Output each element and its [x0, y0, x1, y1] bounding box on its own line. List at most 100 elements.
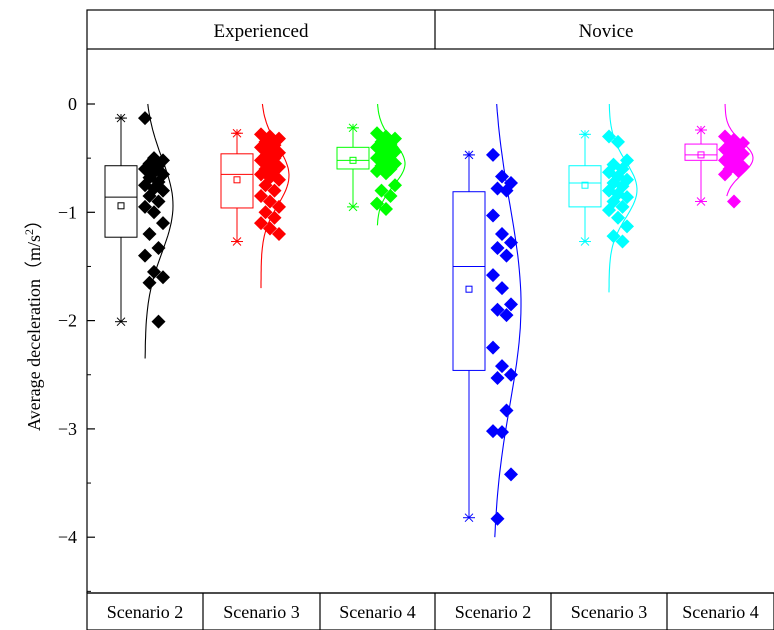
data-point	[142, 189, 157, 204]
iqr-box	[104, 165, 138, 238]
data-point	[620, 219, 634, 234]
density-curve	[376, 103, 406, 226]
data-point	[254, 189, 268, 204]
data-point	[142, 226, 157, 241]
data-point	[383, 189, 398, 204]
iqr-box	[452, 191, 486, 371]
data-point	[718, 167, 732, 182]
data-point	[156, 216, 170, 231]
series-experienced-scenario-3	[220, 103, 290, 289]
y-tick-label: −3	[58, 419, 77, 439]
data-point	[151, 314, 166, 329]
data-point	[499, 308, 514, 323]
series-novice-scenario-4	[684, 104, 754, 209]
data-point	[138, 111, 152, 126]
series-novice-scenario-2	[452, 103, 522, 538]
data-point	[727, 194, 741, 209]
data-point	[495, 359, 509, 374]
series-experienced-scenario-2	[104, 103, 174, 359]
density-curve	[144, 103, 174, 359]
density-curve	[260, 103, 290, 289]
min-marker	[580, 237, 590, 246]
category-label: Scenario 2	[455, 602, 531, 622]
data-point	[147, 264, 161, 279]
mean-marker	[697, 151, 705, 159]
data-point	[379, 166, 393, 181]
data-point	[258, 205, 273, 220]
data-point	[504, 235, 518, 250]
category-label: Scenario 4	[339, 602, 415, 622]
mean-marker	[233, 176, 241, 184]
data-point	[504, 297, 518, 312]
category-label: Scenario 4	[682, 602, 758, 622]
group-label-experienced: Experienced	[214, 21, 309, 42]
data-point	[499, 183, 514, 198]
min-marker	[348, 202, 358, 212]
data-point	[490, 241, 505, 256]
mean-marker	[349, 156, 357, 164]
data-point	[486, 268, 500, 283]
plot-area	[104, 103, 754, 538]
iqr-box	[336, 146, 370, 170]
density-curve	[724, 104, 754, 197]
data-point	[254, 216, 268, 231]
min-marker	[464, 513, 474, 523]
group-header-frame	[86, 9, 774, 50]
data-point	[156, 183, 170, 198]
y-tick-label: −1	[58, 202, 77, 222]
mean-marker	[465, 285, 473, 293]
data-point	[490, 511, 505, 526]
data-point	[486, 208, 500, 223]
data-point	[272, 172, 286, 187]
y-tick-label: 0	[68, 94, 77, 114]
group-header: Experienced Novice	[86, 9, 774, 50]
data-point	[151, 194, 166, 209]
data-point	[486, 340, 500, 355]
data-point	[379, 202, 393, 217]
iqr-box	[684, 143, 718, 161]
y-axis-title-superscript: 2	[22, 229, 36, 235]
data-point	[258, 178, 273, 193]
data-point	[486, 424, 500, 439]
data-point	[267, 210, 282, 225]
data-point	[490, 302, 505, 317]
group-label-novice: Novice	[579, 21, 634, 42]
category-label: Scenario 2	[107, 602, 183, 622]
data-point	[147, 205, 161, 220]
density-curve	[494, 103, 522, 538]
data-point	[495, 226, 509, 241]
y-axis-title-main: Average deceleration（m/s	[24, 235, 44, 431]
data-point	[272, 226, 286, 241]
data-point	[615, 234, 630, 249]
data-point	[267, 183, 282, 198]
data-point	[486, 147, 500, 162]
series-experienced-scenario-4	[336, 103, 406, 226]
data-point	[272, 199, 286, 214]
data-point	[504, 467, 518, 482]
data-point	[156, 270, 170, 285]
data-point	[374, 183, 389, 198]
data-point	[138, 248, 152, 263]
data-point	[263, 194, 277, 209]
data-point	[490, 370, 505, 385]
y-axis: 0 −1 −2 −3 −4	[58, 94, 95, 592]
data-point	[263, 221, 277, 236]
iqr-box	[568, 165, 602, 208]
data-point	[495, 281, 509, 296]
data-point	[602, 203, 616, 218]
y-axis-title: Average deceleration（m/s2）	[22, 211, 44, 431]
category-label: Scenario 3	[571, 602, 647, 622]
series-novice-scenario-3	[568, 103, 638, 293]
min-marker	[116, 317, 126, 327]
iqr-box	[220, 153, 254, 209]
y-tick-label: −2	[58, 311, 77, 331]
mean-marker	[117, 202, 125, 210]
data-point	[138, 199, 152, 214]
data-point	[611, 210, 625, 225]
data-point	[615, 199, 630, 214]
y-tick-label: −4	[58, 527, 77, 547]
category-strip-frame	[86, 592, 774, 630]
mean-marker	[581, 181, 589, 189]
